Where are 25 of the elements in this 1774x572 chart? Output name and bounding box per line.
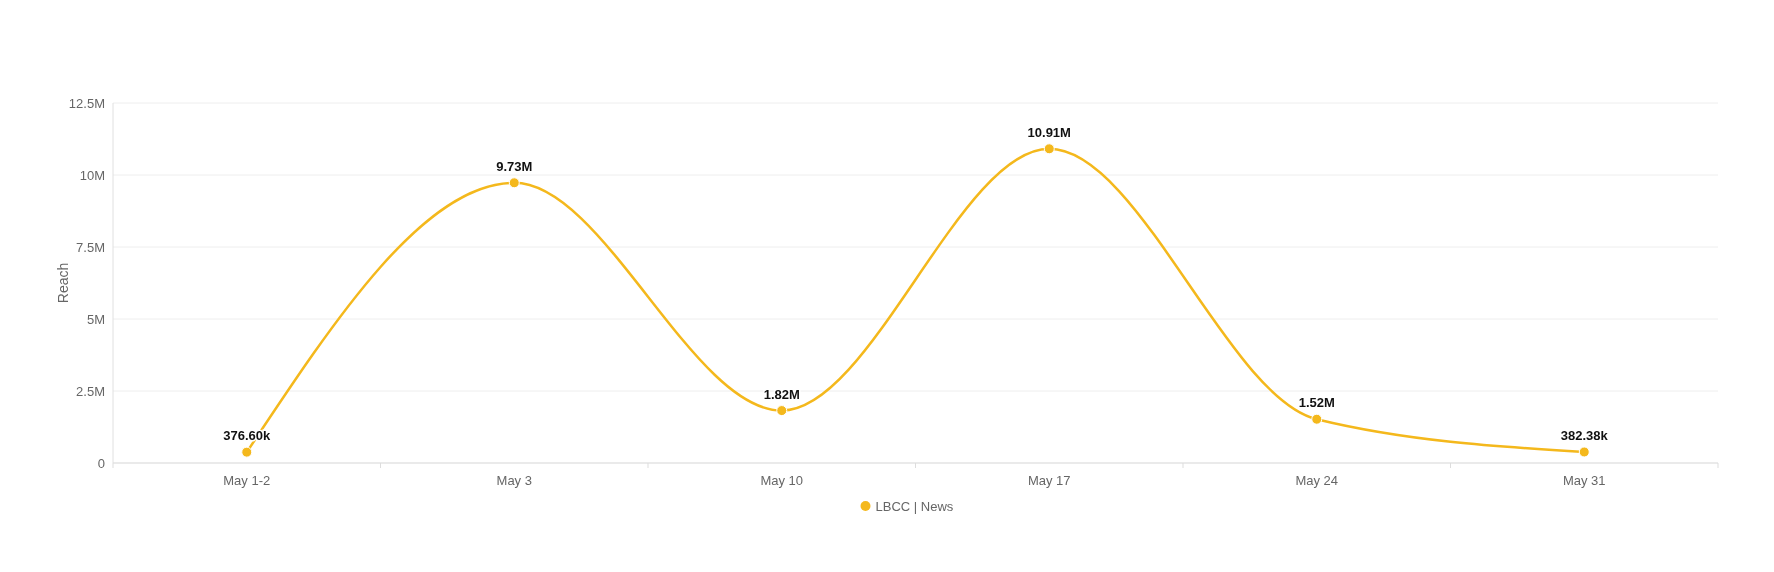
point <box>1311 413 1323 425</box>
point <box>776 405 788 417</box>
y-tick-label: 5M <box>86 311 105 327</box>
data-label: 1.52M <box>1298 395 1335 411</box>
x-tick-label: May 31 <box>1562 473 1606 488</box>
point <box>1578 446 1590 458</box>
x-tick-label: May 24 <box>1295 473 1339 488</box>
y-axis-title: Reach <box>55 262 71 304</box>
x-tick-label: May 3 <box>496 473 532 488</box>
point <box>241 446 253 458</box>
legend-label: LBCC | News <box>875 498 954 514</box>
x-tick-label: May 1-2 <box>223 473 271 488</box>
point <box>508 177 520 189</box>
x-tick-label: May 17 <box>1027 473 1071 488</box>
y-tick-label: 2.5M <box>76 383 105 399</box>
x-tick-label: May 10 <box>760 473 804 488</box>
y-tick-label: 12.5M <box>68 95 105 111</box>
data-label: 382.38k <box>1560 427 1609 443</box>
y-tick-label: 0 <box>97 455 105 471</box>
data-label: 9.73M <box>496 158 533 174</box>
data-label: 10.91M <box>1027 124 1071 140</box>
y-tick-label: 10M <box>79 167 105 183</box>
data-label: 1.82M <box>763 386 800 402</box>
y-tick-label: 7.5M <box>76 239 105 255</box>
point <box>1043 143 1055 155</box>
